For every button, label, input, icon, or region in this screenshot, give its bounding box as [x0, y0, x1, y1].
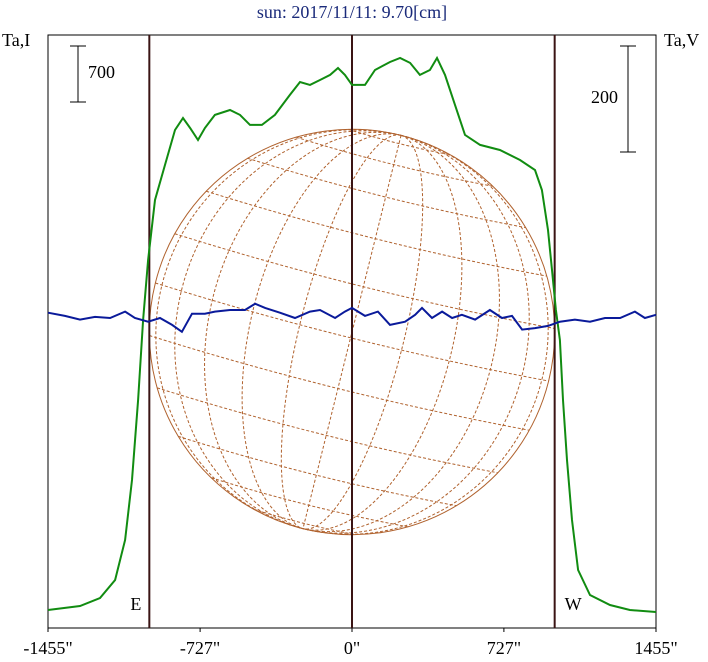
x-tick-label: 0"	[344, 638, 360, 658]
scale-bar-label: 200	[591, 87, 618, 107]
x-tick-label: -1455"	[23, 638, 72, 658]
parallel	[247, 157, 526, 229]
parallel	[348, 128, 451, 156]
meridian	[302, 134, 549, 535]
y2-axis-label: Ta,V	[664, 30, 699, 50]
marker-label: W	[565, 594, 582, 614]
parallel	[211, 477, 408, 528]
parallel	[174, 233, 555, 329]
meridian	[280, 134, 402, 530]
meridian	[302, 134, 424, 530]
y-axis-label: Ta,I	[2, 30, 30, 50]
meridian	[174, 130, 402, 530]
meridian	[302, 134, 463, 531]
scale-bar-label: 700	[88, 62, 115, 82]
parallel	[178, 435, 457, 507]
parallel	[295, 136, 493, 187]
parallel	[155, 282, 549, 382]
meridian	[155, 129, 402, 530]
x-tick-label: 727"	[487, 638, 521, 658]
series-line	[47, 55, 657, 613]
meridian	[204, 131, 402, 530]
meridian	[302, 134, 500, 533]
parallel	[157, 387, 498, 474]
chart-title: sun: 2017/11/11: 9.70[cm]	[257, 2, 447, 22]
parallel	[206, 190, 547, 277]
meridian	[302, 134, 530, 534]
parallel	[253, 508, 356, 536]
series-line	[47, 302, 657, 334]
parallel	[149, 335, 530, 431]
x-tick-label: 1455"	[634, 638, 677, 658]
x-tick-label: -727"	[180, 638, 220, 658]
solar-disk	[148, 128, 556, 536]
marker-label: E	[130, 594, 141, 614]
meridian	[241, 133, 402, 530]
